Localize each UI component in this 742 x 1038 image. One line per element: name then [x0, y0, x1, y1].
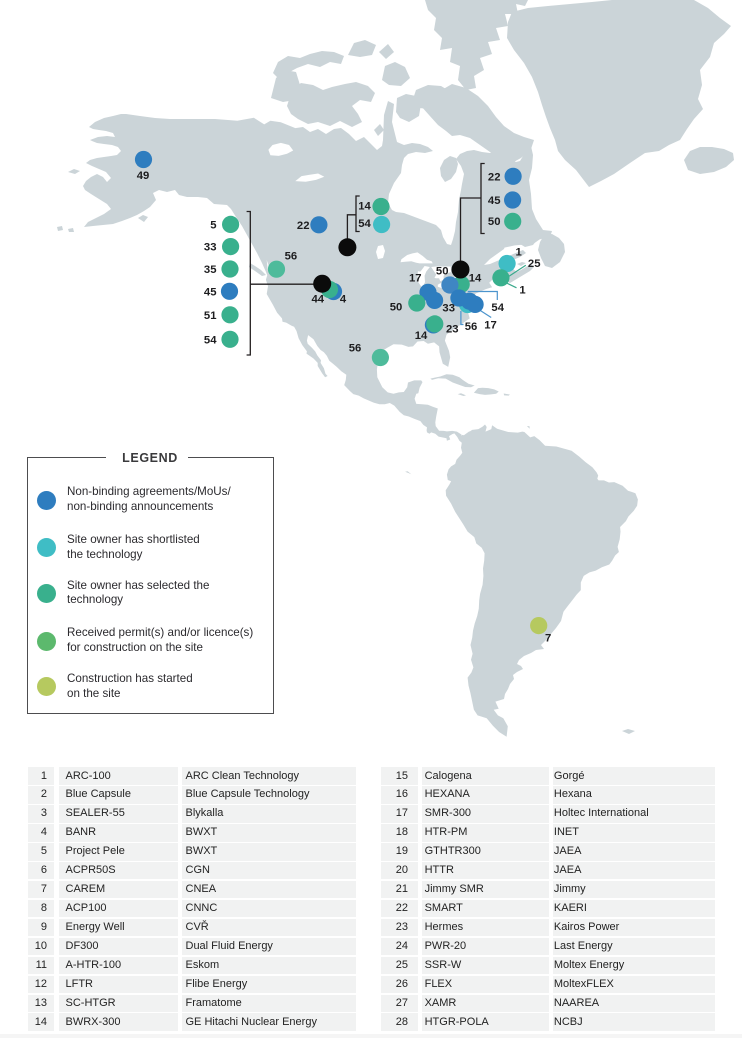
- svg-text:1: 1: [519, 285, 525, 297]
- svg-text:54: 54: [491, 302, 504, 314]
- svg-text:44: 44: [312, 293, 325, 305]
- svg-text:14: 14: [469, 272, 482, 284]
- svg-text:50: 50: [390, 301, 403, 313]
- svg-text:14: 14: [415, 330, 428, 342]
- svg-text:51: 51: [204, 310, 217, 322]
- svg-text:33: 33: [442, 303, 455, 315]
- svg-text:45: 45: [488, 195, 501, 207]
- svg-text:56: 56: [349, 342, 362, 354]
- svg-text:45: 45: [204, 286, 217, 298]
- svg-text:17: 17: [484, 320, 497, 332]
- svg-text:56: 56: [465, 321, 478, 333]
- svg-text:49: 49: [137, 170, 150, 182]
- svg-text:22: 22: [488, 172, 501, 184]
- svg-text:1: 1: [515, 246, 521, 258]
- svg-text:54: 54: [358, 218, 371, 230]
- svg-text:33: 33: [204, 242, 217, 254]
- svg-text:17: 17: [409, 273, 422, 285]
- svg-text:54: 54: [204, 334, 217, 346]
- svg-text:23: 23: [446, 324, 459, 336]
- svg-text:50: 50: [436, 266, 449, 278]
- svg-text:50: 50: [488, 216, 501, 228]
- svg-text:25: 25: [528, 258, 541, 270]
- svg-text:22: 22: [297, 220, 310, 232]
- svg-text:7: 7: [545, 633, 551, 645]
- svg-text:56: 56: [285, 250, 298, 262]
- svg-text:4: 4: [340, 294, 347, 306]
- svg-text:35: 35: [204, 264, 217, 276]
- svg-text:5: 5: [210, 219, 216, 231]
- svg-text:14: 14: [358, 200, 371, 212]
